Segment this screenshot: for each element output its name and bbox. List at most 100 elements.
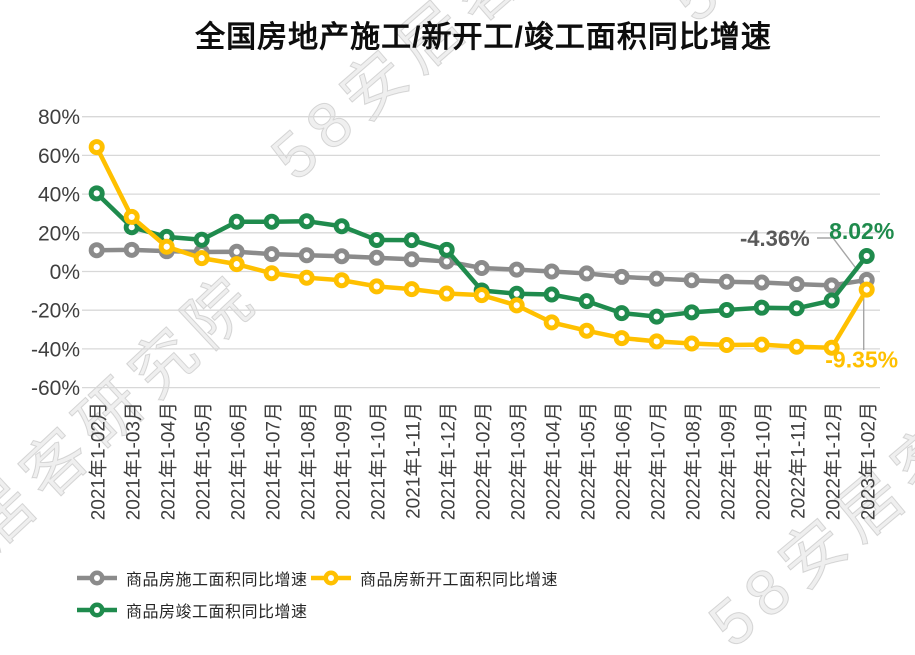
data-point-hole: [268, 218, 275, 225]
data-point-hole: [338, 277, 345, 284]
x-tick-label: 2021年1-11月: [403, 402, 425, 519]
data-point-hole: [688, 340, 695, 347]
legend-label: 商品房施工面积同比增速: [126, 572, 308, 589]
x-tick-label: 2022年1-11月: [788, 402, 810, 519]
x-tick-label: 2023年1-02月: [858, 402, 880, 520]
data-point-hole: [653, 338, 660, 345]
data-point-hole: [583, 327, 590, 334]
y-tick-label: 20%: [38, 222, 80, 245]
data-point-hole: [198, 255, 205, 262]
y-tick-label: 80%: [38, 106, 80, 129]
data-point-hole: [548, 319, 555, 326]
legend-item-completion: 商品房竣工面积同比增速: [76, 599, 308, 621]
x-tick-label: 2022年1-02月: [473, 402, 495, 520]
data-point-hole: [478, 292, 485, 299]
data-point-hole: [618, 273, 625, 281]
data-point-hole: [268, 270, 275, 277]
legend-item-construction: 商品房施工面积同比增速: [76, 567, 308, 589]
x-tick-label: 2022年1-09月: [718, 402, 740, 520]
data-point-hole: [233, 248, 240, 255]
y-tick-label: 40%: [38, 184, 80, 207]
data-point-hole: [793, 305, 800, 312]
data-point-hole: [583, 270, 590, 277]
data-point-hole: [478, 264, 485, 272]
data-point-hole: [373, 236, 380, 244]
data-point-hole: [513, 302, 520, 309]
data-point-hole: [723, 341, 730, 349]
data-point-hole: [128, 246, 135, 253]
y-tick-label: -20%: [31, 300, 80, 323]
data-point-hole: [373, 283, 380, 290]
x-tick-label: 2022年1-05月: [578, 402, 600, 520]
data-point-hole: [688, 309, 695, 316]
x-tick-label: 2021年1-09月: [333, 402, 355, 520]
data-point-hole: [688, 277, 695, 284]
x-tick-label: 2021年1-04月: [158, 402, 180, 520]
annotation-label: 8.02%: [829, 218, 894, 244]
data-point-hole: [583, 298, 590, 305]
data-point-hole: [408, 237, 415, 244]
data-point-hole: [443, 258, 450, 265]
data-point-hole: [163, 243, 170, 250]
data-point-hole: [548, 268, 555, 275]
data-point-hole: [303, 218, 310, 225]
line-chart: 80% 60% 40% 20% 0% -20% -40% -60% 2021年1-02月 2021…: [31, 106, 898, 520]
data-point-hole: [723, 278, 730, 285]
x-tick-label: 2021年1-08月: [298, 402, 320, 520]
chart-title: 全国房地产施工/新开工/竣工面积同比增速: [195, 21, 772, 54]
leader-line: [817, 237, 859, 272]
x-tick-label: 2022年1-03月: [508, 402, 530, 520]
x-tick-label: 2022年1-06月: [613, 402, 635, 520]
x-tick-label: 2022年1-04月: [543, 402, 565, 520]
x-tick-label: 2021年1-05月: [193, 402, 215, 520]
legend-marker-icon: [77, 602, 117, 618]
data-point-hole: [443, 290, 450, 297]
y-tick-label: 60%: [38, 145, 80, 168]
data-point-hole: [128, 224, 135, 231]
data-point-hole: [408, 256, 415, 263]
data-point-hole: [828, 297, 835, 304]
data-point-hole: [653, 313, 660, 320]
legend-dot-hole: [94, 607, 100, 613]
data-point-hole: [443, 246, 450, 253]
data-point-hole: [758, 304, 765, 311]
legend-marker-icon: [77, 570, 117, 586]
x-tick-label: 2021年1-07月: [263, 402, 285, 520]
x-tick-label: 2021年1-10月: [368, 402, 390, 520]
data-point-hole: [828, 282, 835, 289]
data-point-hole: [758, 279, 765, 286]
legend-label: 商品房竣工面积同比增速: [126, 604, 308, 621]
legend-marker-icon: [311, 570, 351, 586]
data-point-hole: [793, 343, 800, 350]
x-tick-label: 2021年1-03月: [123, 402, 145, 520]
data-point-hole: [163, 233, 170, 240]
annotation-label: -4.36%: [740, 226, 810, 251]
data-point-hole: [653, 275, 660, 282]
legend-dot-hole: [328, 575, 334, 581]
x-tick-label: 2022年1-07月: [648, 402, 670, 520]
data-point-hole: [198, 236, 205, 243]
data-point-hole: [338, 223, 345, 230]
legend-label: 商品房新开工面积同比增速: [360, 572, 559, 589]
data-point-hole: [128, 213, 135, 221]
y-tick-label: -60%: [31, 377, 80, 400]
data-point-hole: [863, 286, 870, 293]
data-point-hole: [513, 266, 520, 273]
legend-item-new-starts: 商品房新开工面积同比增速: [310, 567, 558, 589]
data-point-hole: [233, 218, 240, 225]
data-point-hole: [303, 252, 310, 259]
data-point-hole: [863, 276, 870, 284]
data-point-hole: [303, 274, 310, 281]
data-point-hole: [93, 143, 100, 151]
x-tick-label: 2021年1-12月: [438, 402, 460, 520]
x-tick-label: 2021年1-06月: [228, 402, 250, 520]
data-point-hole: [618, 334, 625, 342]
data-point-hole: [373, 254, 380, 261]
data-point-hole: [233, 261, 240, 268]
x-tick-label: 2022年1-12月: [823, 402, 845, 520]
data-point-hole: [408, 286, 415, 293]
data-point-hole: [93, 190, 100, 197]
y-tick-label: -40%: [31, 338, 80, 361]
x-tick-label: 2022年1-08月: [683, 402, 705, 520]
